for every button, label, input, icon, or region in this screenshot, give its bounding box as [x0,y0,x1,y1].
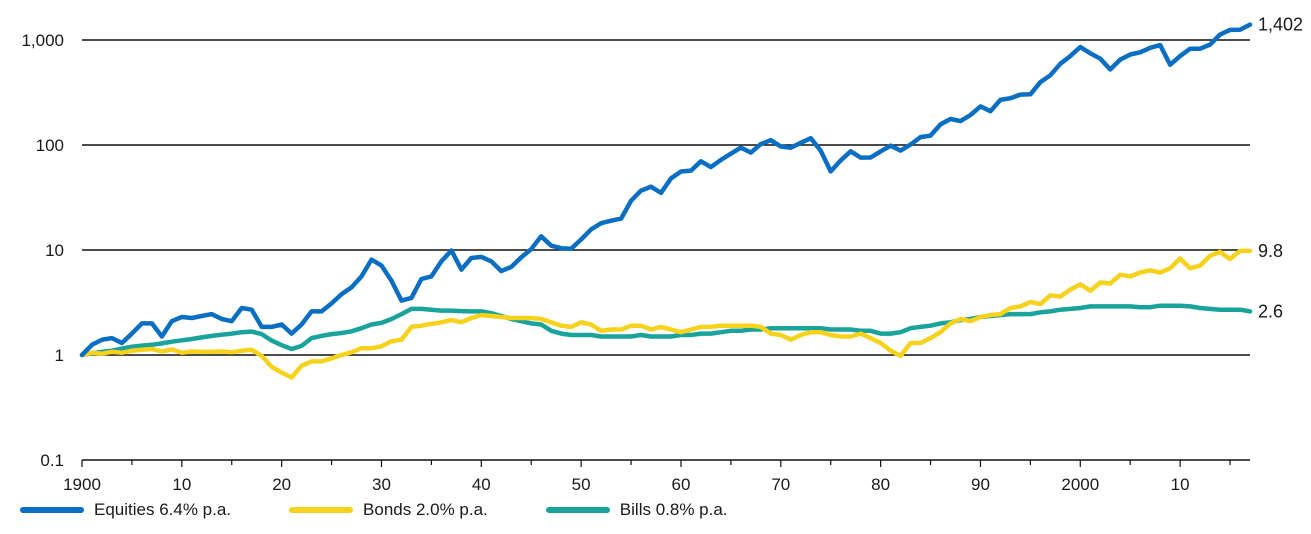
end-label-bonds: 9.8 [1258,241,1283,261]
legend: Equities 6.4% p.a. Bonds 2.0% p.a. Bills… [20,500,786,520]
legend-label-bonds: Bonds 2.0% p.a. [363,500,488,519]
legend-item-bonds: Bonds 2.0% p.a. [289,500,488,520]
x-tick-label: 10 [172,475,191,494]
end-label-equities: 1,402 [1258,15,1303,35]
x-tick-label: 90 [971,475,990,494]
end-labels: 1,402 9.8 2.6 [1258,15,1303,322]
legend-label-bills: Bills 0.8% p.a. [619,500,728,519]
legend-label-equities: Equities 6.4% p.a. [94,500,232,519]
y-tick-label: 10 [45,241,64,260]
x-tick-label: 20 [272,475,291,494]
x-tick-label: 30 [372,475,391,494]
x-tick-label: 50 [572,475,591,494]
x-tick-label: 60 [672,475,691,494]
x-axis [81,459,1250,467]
x-tick-label: 70 [771,475,790,494]
gridlines [82,39,1250,356]
y-axis: 1,000 100 10 1 0.1 [21,31,64,470]
series-line-bonds [79,248,1253,380]
x-tick-label: 1900 [63,475,101,494]
series-line-bills [79,303,1253,358]
y-tick-label: 0.1 [40,451,64,470]
x-tick-label: 2000 [1061,475,1099,494]
legend-swatch-bills [545,507,610,513]
legend-swatch-equities [20,507,84,513]
legend-item-bills: Bills 0.8% p.a. [545,500,728,520]
end-label-bills: 2.6 [1258,301,1283,321]
x-tick-label: 10 [1171,475,1190,494]
y-tick-label: 1 [55,346,64,365]
x-tick-label: 40 [472,475,491,494]
series-lines [79,22,1253,380]
legend-swatch-bonds [289,507,354,513]
legend-item-equities: Equities 6.4% p.a. [20,500,231,520]
x-tick-labels: 1900 10 20 30 40 50 60 70 80 90 2000 10 [63,475,1189,494]
y-tick-label: 100 [36,136,64,155]
y-tick-label: 1,000 [21,31,64,50]
series-line-equities [79,22,1253,358]
x-tick-label: 80 [871,475,890,494]
